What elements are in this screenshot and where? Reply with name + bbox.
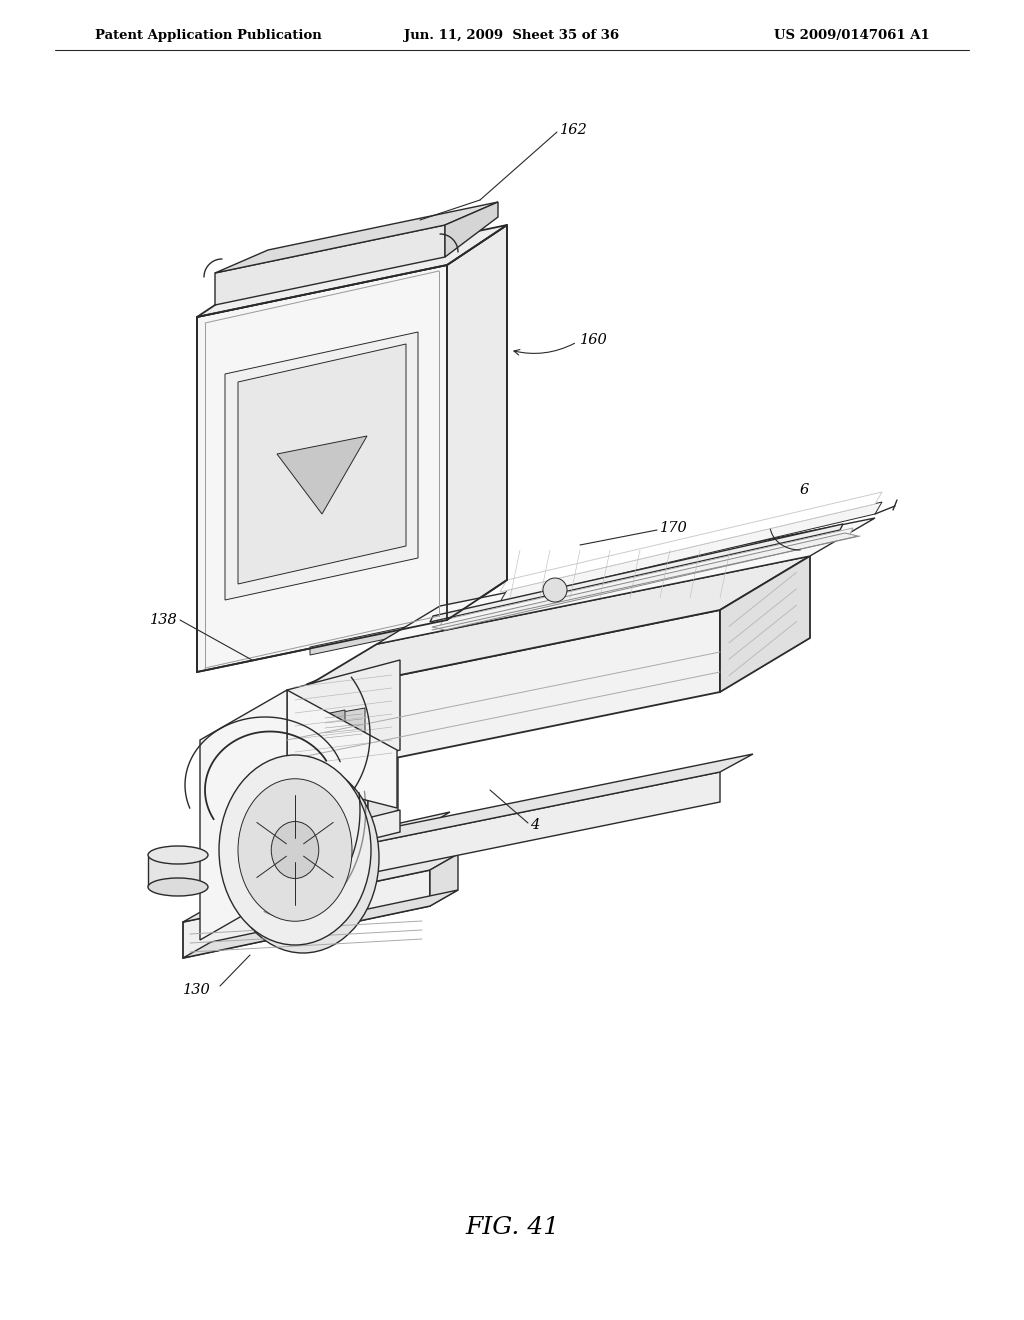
Text: Jun. 11, 2009  Sheet 35 of 36: Jun. 11, 2009 Sheet 35 of 36 [404, 29, 620, 41]
Polygon shape [148, 857, 208, 887]
Polygon shape [183, 890, 458, 958]
Polygon shape [307, 660, 368, 850]
Polygon shape [215, 224, 445, 305]
Polygon shape [430, 854, 458, 906]
Polygon shape [285, 812, 450, 861]
Polygon shape [500, 492, 882, 591]
Ellipse shape [238, 779, 352, 921]
Polygon shape [287, 690, 397, 808]
Polygon shape [197, 265, 447, 672]
Polygon shape [287, 754, 753, 861]
Polygon shape [319, 710, 345, 730]
Polygon shape [183, 854, 458, 921]
Ellipse shape [148, 878, 208, 896]
Text: US 2009/0147061 A1: US 2009/0147061 A1 [774, 29, 930, 41]
Circle shape [543, 578, 567, 602]
Polygon shape [287, 660, 400, 780]
Polygon shape [377, 517, 874, 644]
Polygon shape [447, 224, 507, 620]
Polygon shape [287, 772, 720, 890]
Ellipse shape [219, 755, 371, 945]
Polygon shape [287, 810, 400, 861]
Polygon shape [430, 524, 843, 622]
Ellipse shape [148, 846, 208, 865]
Polygon shape [319, 708, 365, 742]
Ellipse shape [227, 763, 379, 953]
Text: 6: 6 [800, 483, 809, 498]
Polygon shape [287, 556, 810, 698]
Text: 162: 162 [560, 123, 588, 137]
Polygon shape [368, 644, 398, 826]
Text: 138: 138 [151, 612, 178, 627]
Polygon shape [278, 436, 367, 513]
Polygon shape [183, 870, 430, 958]
Polygon shape [225, 333, 418, 601]
Polygon shape [310, 564, 710, 655]
Text: 4: 4 [530, 818, 540, 832]
Polygon shape [287, 610, 720, 780]
Text: 160: 160 [580, 333, 608, 347]
Polygon shape [445, 202, 498, 257]
Text: Patent Application Publication: Patent Application Publication [95, 29, 322, 41]
Polygon shape [215, 202, 498, 273]
Polygon shape [238, 345, 406, 583]
Text: FIG. 41: FIG. 41 [465, 1217, 559, 1239]
Polygon shape [197, 224, 507, 317]
Text: 170: 170 [660, 521, 688, 535]
Polygon shape [500, 502, 882, 602]
Text: 130: 130 [183, 983, 211, 997]
Ellipse shape [271, 821, 318, 879]
Polygon shape [200, 690, 287, 940]
Polygon shape [432, 533, 858, 630]
Polygon shape [720, 556, 810, 692]
Polygon shape [440, 528, 853, 626]
